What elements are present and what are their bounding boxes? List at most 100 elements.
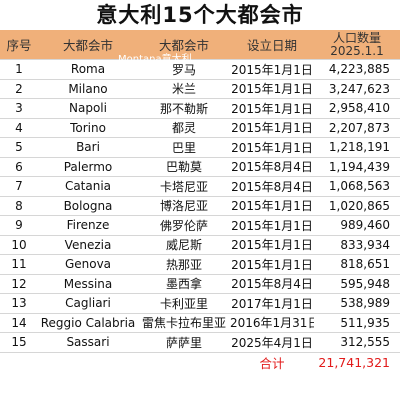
cell-population: 595,948: [314, 274, 400, 294]
cell-date: 2015年1月1日: [230, 79, 314, 99]
cell-city-zh: 佛罗伦萨: [138, 215, 230, 236]
cell-city-it: Genova: [38, 254, 138, 275]
cell-city-zh: 卡利亚里: [138, 293, 230, 314]
header-city-zh: 大都会市: [138, 30, 230, 60]
cell-city-zh: 那不勒斯: [138, 98, 230, 119]
cell-city-it: Sassari: [38, 332, 138, 353]
cell-date: 2015年1月1日: [230, 59, 314, 80]
cell-city-it: Bologna: [38, 196, 138, 216]
cell-population: 989,460: [314, 215, 400, 236]
cell-city-zh: 热那亚: [138, 254, 230, 275]
cell-date: 2015年8月4日: [230, 157, 314, 177]
cell-city-zh: 雷焦卡拉布里亚: [138, 313, 230, 333]
table-row: 1 Roma 罗马 2015年1月1日 4,223,885: [0, 59, 400, 80]
cell-index: 6: [0, 157, 38, 177]
metro-cities-table: 序号 大都会市 大都会市 设立日期 人口数量 2025.1.1 1 Roma 罗马 2…: [0, 30, 400, 372]
cell-population: 833,934: [314, 235, 400, 255]
cell-date: 2015年8月4日: [230, 176, 314, 197]
table-header-row: 序号 大都会市 大都会市 设立日期 人口数量 2025.1.1: [0, 30, 400, 60]
cell-city-it: Torino: [38, 118, 138, 138]
cell-index: 3: [0, 98, 38, 119]
cell-index: 11: [0, 254, 38, 275]
cell-date: 2017年1月1日: [230, 293, 314, 314]
cell-date: 2015年1月1日: [230, 235, 314, 255]
header-population-label: 人口数量: [332, 30, 381, 45]
cell-population: 3,247,623: [314, 79, 400, 99]
table-row: 12 Messina 墨西拿 2015年8月4日 595,948: [0, 274, 400, 294]
header-city-it: 大都会市: [38, 30, 138, 60]
cell-population: 2,958,410: [314, 98, 400, 119]
cell-index: 9: [0, 215, 38, 236]
cell-index: 2: [0, 79, 38, 99]
table-row: 7 Catania 卡塔尼亚 2015年8月4日 1,068,563: [0, 176, 400, 197]
cell-date: 2015年8月4日: [230, 274, 314, 294]
cell-index: 13: [0, 293, 38, 314]
cell-city-zh: 威尼斯: [138, 235, 230, 255]
header-date: 设立日期: [230, 30, 314, 60]
table-row: 4 Torino 都灵 2015年1月1日 2,207,873: [0, 118, 400, 138]
cell-date: 2015年1月1日: [230, 215, 314, 236]
cell-city-it: Bari: [38, 137, 138, 158]
table-row: 10 Venezia 威尼斯 2015年1月1日 833,934: [0, 235, 400, 255]
cell-index: 12: [0, 274, 38, 294]
header-index: 序号: [0, 30, 38, 60]
cell-city-zh: 卡塔尼亚: [138, 176, 230, 197]
cell-city-it: Catania: [38, 176, 138, 197]
total-label: 合计: [259, 355, 285, 371]
cell-city-zh: 博洛尼亚: [138, 196, 230, 216]
table-row: 5 Bari 巴里 2015年1月1日 1,218,191: [0, 137, 400, 158]
total-value: 21,741,321: [318, 354, 390, 370]
watermark: Montana意大利: [118, 54, 192, 65]
cell-city-it: Cagliari: [38, 293, 138, 314]
cell-index: 8: [0, 196, 38, 216]
cell-city-zh: 萨萨里: [138, 332, 230, 353]
cell-date: 2015年1月1日: [230, 196, 314, 216]
cell-city-it: Messina: [38, 274, 138, 294]
table-row: 13 Cagliari 卡利亚里 2017年1月1日 538,989: [0, 293, 400, 314]
cell-city-zh: 米兰: [138, 79, 230, 99]
cell-population: 312,555: [314, 332, 400, 353]
table-row: 11 Genova 热那亚 2015年1月1日 818,651: [0, 254, 400, 275]
cell-population: 2,207,873: [314, 118, 400, 138]
cell-index: 4: [0, 118, 38, 138]
cell-population: 818,651: [314, 254, 400, 275]
cell-population: 4,223,885: [314, 59, 400, 80]
page-title: 意大利15个大都会市: [96, 3, 304, 27]
table-row: 8 Bologna 博洛尼亚 2015年1月1日 1,020,865: [0, 196, 400, 216]
table-row: 9 Firenze 佛罗伦萨 2015年1月1日 989,460: [0, 215, 400, 236]
cell-city-zh: 巴勒莫: [138, 157, 230, 177]
cell-date: 2015年1月1日: [230, 98, 314, 119]
cell-city-it: Firenze: [38, 215, 138, 236]
cell-index: 5: [0, 137, 38, 158]
cell-population: 538,989: [314, 293, 400, 314]
cell-population: 1,218,191: [314, 137, 400, 158]
cell-index: 1: [0, 59, 38, 80]
header-population: 人口数量 2025.1.1: [314, 30, 400, 60]
cell-date: 2015年1月1日: [230, 118, 314, 138]
cell-index: 7: [0, 176, 38, 197]
header-population-date: 2025.1.1: [330, 43, 384, 58]
table-row: 3 Napoli 那不勒斯 2015年1月1日 2,958,410: [0, 98, 400, 119]
cell-city-zh: 都灵: [138, 118, 230, 138]
cell-population: 1,068,563: [314, 176, 400, 197]
cell-index: 10: [0, 235, 38, 255]
cell-city-it: Venezia: [38, 235, 138, 255]
table-row: 15 Sassari 萨萨里 2025年4月1日 312,555: [0, 332, 400, 353]
cell-city-zh: 墨西拿: [138, 274, 230, 294]
cell-index: 14: [0, 313, 38, 333]
table-row: 6 Palermo 巴勒莫 2015年8月4日 1,194,439: [0, 157, 400, 177]
cell-date: 2016年1月31日: [230, 313, 314, 333]
cell-city-it: Napoli: [38, 98, 138, 119]
cell-city-it: Palermo: [38, 157, 138, 177]
cell-index: 15: [0, 332, 38, 353]
cell-population: 511,935: [314, 313, 400, 333]
cell-date: 2015年1月1日: [230, 254, 314, 275]
table-row: 14 Reggio Calabria 雷焦卡拉布里亚 2016年1月31日 511,93…: [0, 313, 400, 333]
cell-city-it: Milano: [38, 79, 138, 99]
cell-date: 2025年4月1日: [230, 332, 314, 353]
cell-city-it: Roma: [38, 59, 138, 80]
cell-city-zh: 巴里: [138, 137, 230, 158]
cell-city-it: Reggio Calabria: [38, 313, 138, 333]
cell-population: 1,020,865: [314, 196, 400, 216]
total-row: 合计 21,741,321: [0, 352, 400, 372]
